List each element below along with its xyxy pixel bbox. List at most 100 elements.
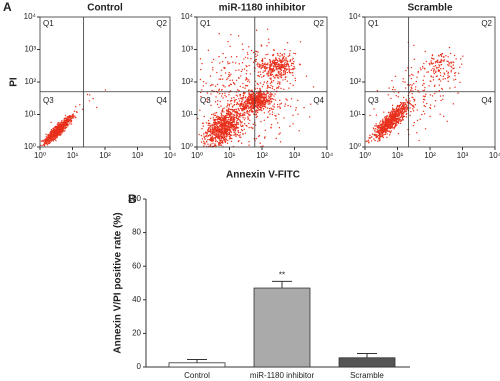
event-dot [451, 66, 453, 68]
x-tick-label: 10¹ [224, 151, 236, 160]
event-dot [240, 128, 243, 131]
event-dot [245, 108, 248, 110]
event-dot [205, 82, 207, 84]
event-dot [214, 114, 217, 117]
event-dot [252, 94, 255, 97]
event-dot [388, 118, 390, 120]
event-dot [421, 84, 424, 86]
event-dot [414, 88, 417, 91]
event-dot [224, 115, 227, 117]
event-dot [227, 63, 229, 65]
panel-label: B [128, 192, 137, 206]
event-dot [404, 87, 407, 89]
event-dot [216, 83, 219, 86]
event-dot [249, 94, 252, 97]
event-dot [200, 95, 202, 98]
event-dot [241, 125, 244, 128]
event-dot [70, 119, 72, 122]
event-dot [251, 98, 253, 100]
event-dot [219, 142, 221, 145]
event-dot [231, 105, 234, 108]
event-dot [393, 108, 395, 111]
event-dot [210, 143, 212, 145]
event-dot [227, 103, 229, 105]
event-dot [271, 68, 273, 70]
event-dot [227, 110, 230, 113]
event-dot [246, 70, 248, 72]
event-dot [413, 44, 415, 47]
event-dot [248, 144, 250, 146]
event-dot [259, 108, 262, 111]
event-dot [268, 101, 271, 103]
event-dot [214, 131, 217, 133]
event-dot [255, 110, 258, 112]
event-dot [238, 89, 240, 92]
event-dot [281, 66, 284, 69]
event-dot [279, 52, 282, 55]
event-dot [462, 55, 464, 57]
event-dot [238, 100, 241, 102]
event-dot [216, 125, 218, 127]
event-dot [220, 112, 222, 114]
event-dot [270, 100, 272, 103]
y-axis-label: PI [9, 77, 20, 87]
event-dot [402, 105, 405, 107]
event-dot [223, 123, 225, 125]
event-dot [248, 94, 250, 96]
event-dot [444, 77, 446, 80]
event-dot [241, 100, 243, 103]
event-dot [249, 109, 251, 112]
event-dot [418, 139, 420, 142]
event-dot [241, 113, 244, 115]
event-dot [440, 67, 442, 70]
event-dot [443, 73, 446, 75]
event-dot [237, 123, 240, 125]
event-dot [452, 103, 455, 105]
chart-title: Control [87, 3, 123, 14]
event-dot [229, 74, 231, 77]
event-dot [374, 133, 376, 136]
event-dot [390, 130, 393, 132]
event-dot [283, 55, 285, 58]
event-dot [252, 102, 254, 105]
event-dot [443, 72, 445, 74]
event-dot [398, 114, 401, 116]
event-dot [219, 100, 221, 103]
event-dot [276, 87, 278, 90]
event-dot [212, 119, 215, 121]
event-dot [370, 136, 373, 138]
event-dot [214, 140, 217, 143]
event-dot [384, 120, 386, 122]
event-dot [401, 103, 403, 105]
event-dot [245, 84, 248, 87]
event-dot [406, 84, 409, 86]
event-dot [235, 132, 237, 134]
plot-frame [196, 16, 328, 148]
event-dot [237, 131, 240, 134]
event-dot [278, 113, 280, 116]
event-dot [64, 114, 67, 117]
event-dot [412, 104, 414, 107]
event-dot [263, 101, 265, 104]
event-dot [222, 122, 224, 124]
event-dot [402, 81, 404, 83]
event-dot [440, 63, 443, 66]
event-dot [252, 101, 254, 103]
event-dot [224, 92, 226, 94]
event-dot [373, 108, 375, 110]
event-dot [214, 85, 217, 87]
event-dot [375, 131, 378, 133]
event-dot [402, 102, 405, 105]
event-dot [376, 134, 378, 136]
event-dot [239, 134, 241, 136]
event-dot [202, 125, 205, 127]
event-dot [294, 79, 297, 82]
event-dot [457, 92, 459, 94]
event-dot [70, 117, 73, 120]
event-dot [413, 100, 416, 102]
event-dot [60, 121, 63, 124]
event-dot [431, 63, 434, 65]
event-dot [278, 105, 280, 108]
event-dot [247, 79, 250, 81]
event-dot [247, 117, 249, 120]
